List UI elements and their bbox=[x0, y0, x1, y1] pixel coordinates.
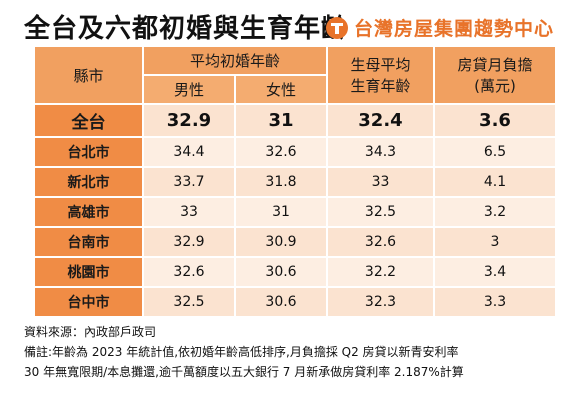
header-avg-marriage-age: 平均初婚年齡 bbox=[142, 45, 328, 76]
remark-line-1: 備註:年齡為 2023 年統計值,依初婚年齡高低排序,月負擔採 Q2 房貸以新青… bbox=[24, 345, 459, 359]
header-female: 女性 bbox=[234, 74, 328, 105]
city-cell: 高雄市 bbox=[33, 196, 144, 228]
brand-name: 台灣房屋集團趨勢中心 bbox=[354, 18, 555, 40]
male-cell: 33.7 bbox=[142, 166, 236, 198]
female-cell: 31.8 bbox=[234, 166, 328, 198]
city-cell: 新北市 bbox=[33, 166, 144, 198]
mortgage-cell: 3.3 bbox=[433, 286, 557, 318]
header-mother-avg-age: 生母平均 生育年齡 bbox=[326, 45, 435, 105]
table-row: 桃園市 32.6 30.6 32.2 3.4 bbox=[33, 256, 557, 288]
table-row: 台南市 32.9 30.9 32.6 3 bbox=[33, 226, 557, 258]
mother-cell: 33 bbox=[326, 166, 435, 198]
mother-cell: 34.3 bbox=[326, 136, 435, 168]
female-cell: 31 bbox=[234, 103, 328, 138]
male-cell: 32.6 bbox=[142, 256, 236, 288]
header-male: 男性 bbox=[142, 74, 236, 105]
male-cell: 32.5 bbox=[142, 286, 236, 318]
female-cell: 30.9 bbox=[234, 226, 328, 258]
mortgage-cell: 4.1 bbox=[433, 166, 557, 198]
mother-cell: 32.4 bbox=[326, 103, 435, 138]
city-cell: 台南市 bbox=[33, 226, 144, 258]
table-row: 全台 32.9 31 32.4 3.6 bbox=[33, 103, 557, 138]
mortgage-cell: 3 bbox=[433, 226, 557, 258]
mother-cell: 32.6 bbox=[326, 226, 435, 258]
mortgage-cell: 6.5 bbox=[433, 136, 557, 168]
mortgage-cell: 3.6 bbox=[433, 103, 557, 138]
source-note: 資料來源：內政部戶政司 bbox=[24, 325, 157, 339]
page-title: 全台及六都初婚與生育年齡 bbox=[24, 14, 349, 44]
header-mortgage: 房貸月負擔 (萬元) bbox=[433, 45, 557, 105]
male-cell: 32.9 bbox=[142, 226, 236, 258]
city-cell: 全台 bbox=[33, 103, 144, 138]
city-cell: 台中市 bbox=[33, 286, 144, 318]
mother-cell: 32.3 bbox=[326, 286, 435, 318]
city-cell: 桃園市 bbox=[33, 256, 144, 288]
male-cell: 34.4 bbox=[142, 136, 236, 168]
female-cell: 30.6 bbox=[234, 286, 328, 318]
table-row: 新北市 33.7 31.8 33 4.1 bbox=[33, 166, 557, 198]
brand-logo: 台灣房屋集團趨勢中心 bbox=[326, 14, 554, 41]
header-city: 縣市 bbox=[33, 45, 144, 105]
male-cell: 33 bbox=[142, 196, 236, 228]
footnotes: 資料來源：內政部戶政司 備註:年齡為 2023 年統計值,依初婚年齡高低排序,月… bbox=[24, 322, 464, 382]
mortgage-cell: 3.2 bbox=[433, 196, 557, 228]
table-row: 台中市 32.5 30.6 32.3 3.3 bbox=[33, 286, 557, 318]
female-cell: 31 bbox=[234, 196, 328, 228]
mother-cell: 32.2 bbox=[326, 256, 435, 288]
house-logo-icon bbox=[326, 16, 348, 39]
remark-line-2: 30 年無寬限期/本息攤還,逾千萬額度以五大銀行 7 月新承做房貸利率 2.18… bbox=[24, 365, 464, 379]
table-row: 台北市 34.4 32.6 34.3 6.5 bbox=[33, 136, 557, 168]
female-cell: 30.6 bbox=[234, 256, 328, 288]
city-cell: 台北市 bbox=[33, 136, 144, 168]
mortgage-cell: 3.4 bbox=[433, 256, 557, 288]
female-cell: 32.6 bbox=[234, 136, 328, 168]
male-cell: 32.9 bbox=[142, 103, 236, 138]
table-row: 高雄市 33 31 32.5 3.2 bbox=[33, 196, 557, 228]
mother-cell: 32.5 bbox=[326, 196, 435, 228]
statistics-table: 縣市 平均初婚年齡 生母平均 生育年齡 房貸月負擔 (萬元) 男性 女性 全台 32… bbox=[33, 45, 557, 318]
